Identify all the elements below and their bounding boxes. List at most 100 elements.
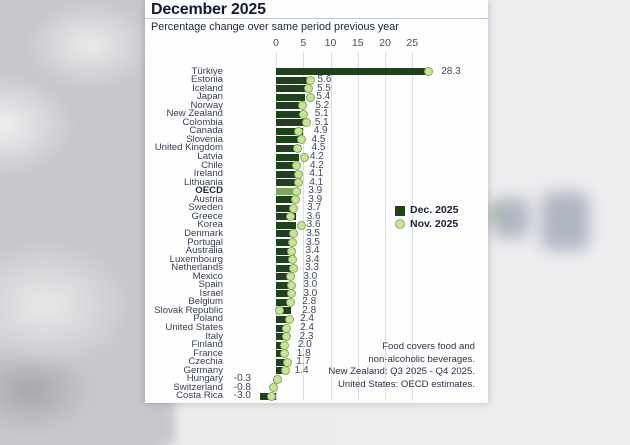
dec-bar xyxy=(276,281,293,289)
nov-marker xyxy=(305,92,315,102)
dec-bar xyxy=(276,358,286,366)
category-label: Poland xyxy=(193,313,223,325)
dec-bar xyxy=(276,221,296,229)
chart-plot-area: 0 5 10 15 20 25 Türkiye 28.3 Estonia 5.6 Iceland 5.… xyxy=(145,0,488,403)
footnote-line: Food covers food and xyxy=(382,341,475,352)
category-label: Hungary xyxy=(186,373,223,385)
category-label: Colombia xyxy=(182,116,223,128)
category-label: Spain xyxy=(198,279,223,291)
value-label: 2.0 xyxy=(297,339,312,351)
nov-marker xyxy=(284,314,294,324)
category-label: Switzerland xyxy=(173,381,223,393)
nov-marker xyxy=(268,383,278,393)
category-label: Chile xyxy=(201,159,223,171)
footnote-line: United States: OECD estimates. xyxy=(337,378,475,390)
category-label: Iceland xyxy=(192,82,223,94)
category-label: Estonia xyxy=(191,74,223,86)
category-label: Japan xyxy=(196,91,223,103)
value-label: 5.1 xyxy=(314,116,329,128)
value-label: 3.9 xyxy=(308,185,323,197)
dec-bar xyxy=(276,170,299,178)
value-label: 4.1 xyxy=(309,168,324,180)
category-label: Latvia xyxy=(197,151,223,162)
category-label: Belgium xyxy=(188,296,223,308)
nov-circle-icon xyxy=(395,219,405,229)
category-label: New Zealand xyxy=(166,108,223,120)
category-label: Australia xyxy=(185,245,223,257)
nov-marker xyxy=(274,306,284,316)
nov-marker xyxy=(294,126,304,136)
dec-bar xyxy=(276,213,296,221)
value-label: 4.5 xyxy=(311,133,326,145)
category-label: Slovak Republic xyxy=(154,304,223,316)
category-label: United States xyxy=(165,322,223,333)
category-label: Türkiye xyxy=(191,65,223,77)
category-label: Mexico xyxy=(192,270,223,282)
background-blur-blob xyxy=(541,192,589,250)
dec-bar xyxy=(276,119,304,127)
nov-marker xyxy=(286,272,296,282)
axis-tick-label: 0 xyxy=(273,37,279,49)
value-label: 2.8 xyxy=(302,304,317,316)
chart-title: December 2025 xyxy=(151,1,266,18)
dec-bar xyxy=(276,256,295,264)
value-label: -3.0 xyxy=(233,390,251,402)
category-label: Slovenia xyxy=(186,133,223,145)
gridline xyxy=(385,52,386,400)
title-divider xyxy=(145,18,488,19)
category-label: Norway xyxy=(190,99,223,111)
category-label: Canada xyxy=(189,125,223,137)
category-label: Costa Rica xyxy=(176,390,223,402)
nov-marker xyxy=(280,366,290,376)
legend-label: Dec. 2025 xyxy=(410,204,459,216)
legend-item-dec: Dec. 2025 xyxy=(395,205,458,219)
nov-marker xyxy=(289,203,299,213)
dec-bar xyxy=(276,102,305,110)
legend-label: Nov. 2025 xyxy=(410,217,459,230)
value-label: 2.4 xyxy=(300,313,314,325)
value-label: 5.6 xyxy=(317,74,332,86)
nov-marker xyxy=(287,255,297,265)
dec-bar xyxy=(276,315,290,323)
nov-marker xyxy=(297,101,307,111)
dec-bar xyxy=(276,68,431,75)
value-label: 1.7 xyxy=(296,356,311,368)
dec-bar xyxy=(276,153,299,161)
value-label: 3.5 xyxy=(306,236,320,248)
nov-marker xyxy=(299,152,309,162)
nov-marker xyxy=(283,357,293,367)
nov-marker xyxy=(292,186,302,196)
category-label: Germany xyxy=(183,364,223,376)
category-label: Austria xyxy=(193,193,223,205)
nov-marker xyxy=(281,323,291,333)
category-label: Israel xyxy=(199,287,223,299)
footnote-line: non-alcoholic beverages. xyxy=(368,353,475,365)
category-label: United Kingdom xyxy=(154,142,223,154)
value-label: 5.2 xyxy=(315,99,330,111)
nov-marker xyxy=(298,109,308,119)
value-label: 4.2 xyxy=(309,159,324,171)
axis-tick-label: 25 xyxy=(406,37,419,49)
value-label: 3.4 xyxy=(305,253,320,265)
category-label: Czechia xyxy=(188,356,223,368)
background-blur-blob xyxy=(487,206,501,222)
value-label: 5.5 xyxy=(316,82,331,94)
category-label: OECD xyxy=(195,185,223,197)
value-label: 3.6 xyxy=(306,219,321,231)
dec-bar xyxy=(276,247,295,255)
value-label: 4.1 xyxy=(309,176,324,188)
dec-bar xyxy=(276,76,307,84)
nov-marker xyxy=(424,67,434,76)
nov-marker xyxy=(297,220,307,230)
value-label: 3.5 xyxy=(306,227,320,239)
category-label: Lithuania xyxy=(184,176,223,188)
category-label: Finland xyxy=(191,339,223,351)
dec-bar xyxy=(276,273,293,281)
chart-legend: Dec. 2025 Nov. 2025 xyxy=(395,205,458,232)
category-label: Korea xyxy=(197,219,223,231)
value-label: 3.7 xyxy=(307,202,322,214)
category-label: Portugal xyxy=(187,236,223,248)
dec-bar xyxy=(276,136,301,144)
axis-tick-label: 5 xyxy=(300,37,307,49)
nov-marker xyxy=(286,246,296,256)
